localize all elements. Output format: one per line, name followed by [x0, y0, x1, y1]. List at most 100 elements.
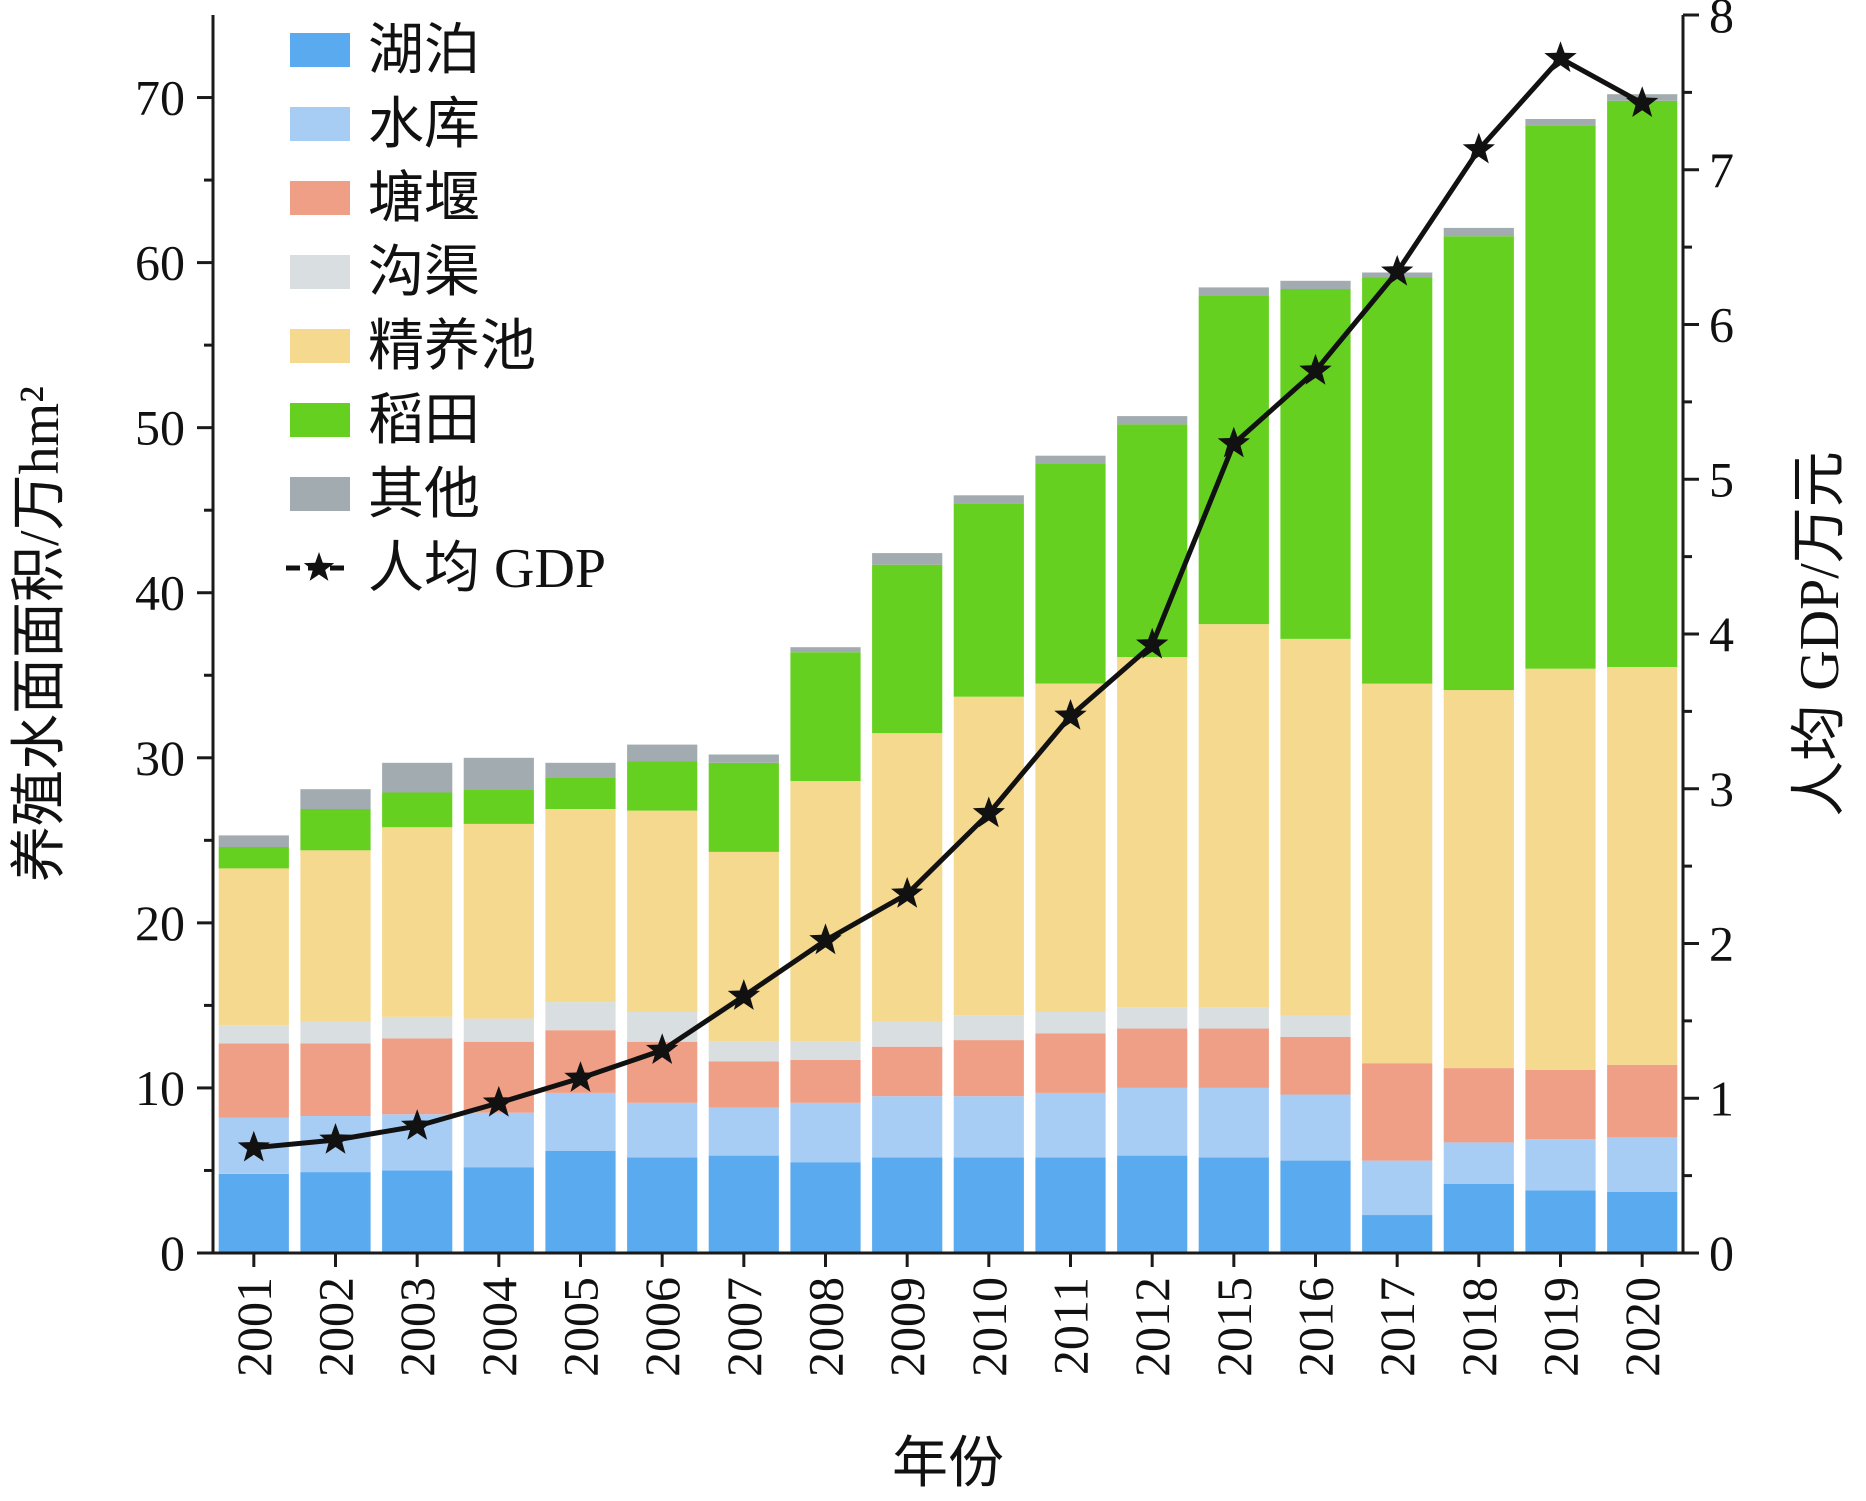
bar-2018-series-0 — [1443, 1183, 1514, 1253]
legend-swatch-5 — [290, 403, 350, 437]
x-tick-label: 2020 — [1614, 1277, 1670, 1377]
x-axis-title: 年份 — [892, 1433, 1004, 1495]
legend-label-5: 稻田 — [368, 390, 480, 452]
legend-label-gdp: 人均 GDP — [368, 538, 606, 600]
bar-2004-series-1 — [463, 1112, 534, 1168]
bar-2002-series-2 — [300, 1043, 371, 1116]
legend-swatch-0 — [290, 33, 350, 67]
gdp-line-layer — [237, 41, 1659, 1162]
bar-2007-series-2 — [708, 1061, 779, 1108]
bar-2002-series-0 — [300, 1172, 371, 1253]
bar-2005-series-1 — [545, 1092, 616, 1151]
bar-2011-series-1 — [1035, 1092, 1106, 1158]
gdp-point-2012 — [1136, 627, 1169, 659]
x-tick-label: 2007 — [716, 1277, 772, 1377]
bar-2008-series-3 — [790, 1041, 861, 1060]
bar-2011-series-2 — [1035, 1033, 1106, 1093]
legend-label-2: 塘堰 — [368, 168, 480, 230]
bar-2009-series-5 — [872, 564, 943, 734]
bar-2015-series-5 — [1198, 295, 1269, 625]
legend-label-4: 精养池 — [368, 316, 536, 378]
y2-tick-label: 7 — [1709, 142, 1734, 198]
bar-2010-series-6 — [953, 495, 1024, 504]
gdp-point-2020 — [1626, 86, 1659, 117]
bar-2004-series-4 — [463, 823, 534, 1019]
gdp-point-2001 — [237, 1130, 270, 1162]
bar-2001-series-6 — [218, 835, 289, 847]
bar-2020-series-0 — [1607, 1191, 1678, 1253]
bar-2016-series-1 — [1280, 1094, 1351, 1161]
bar-2007-series-3 — [708, 1041, 779, 1062]
bar-2017-series-5 — [1362, 277, 1433, 684]
bar-2009-series-1 — [872, 1096, 943, 1158]
bar-2015-series-4 — [1198, 624, 1269, 1008]
bar-2016-series-4 — [1280, 639, 1351, 1016]
bar-2018-series-1 — [1443, 1142, 1514, 1184]
bar-2009-series-2 — [872, 1046, 943, 1097]
bar-2009-series-3 — [872, 1021, 943, 1047]
bar-2010-series-2 — [953, 1040, 1024, 1097]
bar-2011-series-5 — [1035, 464, 1106, 684]
bar-2009-series-0 — [872, 1157, 943, 1253]
bar-2006-series-5 — [627, 761, 698, 811]
bar-2020-series-1 — [1607, 1137, 1678, 1192]
bar-2012-series-5 — [1117, 424, 1188, 658]
bar-2008-series-2 — [790, 1059, 861, 1103]
y-tick-label: 50 — [135, 400, 185, 456]
gdp-point-2017 — [1381, 254, 1414, 286]
x-tick-label: 2017 — [1369, 1277, 1425, 1377]
bar-2002-series-4 — [300, 850, 371, 1022]
gdp-point-2018 — [1462, 132, 1495, 164]
bar-2015-series-6 — [1198, 287, 1269, 296]
legend-swatch-3 — [290, 255, 350, 289]
x-tick-label: 2011 — [1043, 1277, 1099, 1375]
gdp-point-2019 — [1544, 41, 1577, 73]
x-tick-label: 2009 — [879, 1277, 935, 1377]
bar-2001-series-0 — [218, 1173, 289, 1253]
x-tick-label: 2010 — [961, 1277, 1017, 1377]
x-tick-label: 2012 — [1124, 1277, 1180, 1377]
bar-2020-series-4 — [1607, 667, 1678, 1065]
bar-2012-series-6 — [1117, 416, 1188, 425]
y-tick-label: 60 — [135, 235, 185, 291]
bar-2001-series-2 — [218, 1043, 289, 1118]
x-tick-label: 2019 — [1533, 1277, 1589, 1377]
bar-2020-series-2 — [1607, 1064, 1678, 1138]
bar-2012-series-3 — [1117, 1007, 1188, 1029]
bar-2016-series-3 — [1280, 1015, 1351, 1037]
gdp-point-2006 — [646, 1033, 679, 1064]
bar-2010-series-4 — [953, 696, 1024, 1016]
y-tick-label: 70 — [135, 70, 185, 126]
bar-2001-series-3 — [218, 1025, 289, 1044]
bar-2002-series-5 — [300, 809, 371, 851]
bar-2007-series-1 — [708, 1107, 779, 1156]
bar-2017-series-1 — [1362, 1160, 1433, 1216]
y-tick-label: 10 — [135, 1060, 185, 1116]
bar-2008-series-1 — [790, 1102, 861, 1163]
bar-2006-series-6 — [627, 744, 698, 762]
bar-2017-series-0 — [1362, 1215, 1433, 1253]
legend-label-0: 湖泊 — [368, 20, 480, 82]
gdp-point-2004 — [482, 1085, 515, 1117]
gdp-point-2003 — [401, 1109, 434, 1140]
y2-tick-label: 4 — [1709, 606, 1734, 662]
x-tick-label: 2004 — [471, 1277, 527, 1377]
bar-2016-series-5 — [1280, 289, 1351, 639]
y-tick-label: 40 — [135, 565, 185, 621]
bar-2006-series-1 — [627, 1102, 698, 1158]
bar-2008-series-0 — [790, 1162, 861, 1253]
bar-2003-series-3 — [382, 1017, 453, 1039]
bar-2003-series-4 — [382, 827, 453, 1017]
bar-2015-series-3 — [1198, 1007, 1269, 1029]
gdp-point-2008 — [809, 923, 842, 955]
x-tick-label: 2018 — [1451, 1277, 1507, 1377]
bar-2019-series-1 — [1525, 1139, 1596, 1191]
x-tick-label: 2006 — [634, 1277, 690, 1377]
gdp-point-2009 — [891, 877, 924, 908]
gdp-point-2010 — [972, 796, 1005, 828]
bar-2006-series-4 — [627, 810, 698, 1012]
bar-2008-series-6 — [790, 647, 861, 653]
bars-layer — [218, 94, 1678, 1253]
x-tick-label: 2001 — [226, 1277, 282, 1377]
legend-label-3: 沟渠 — [368, 242, 480, 304]
